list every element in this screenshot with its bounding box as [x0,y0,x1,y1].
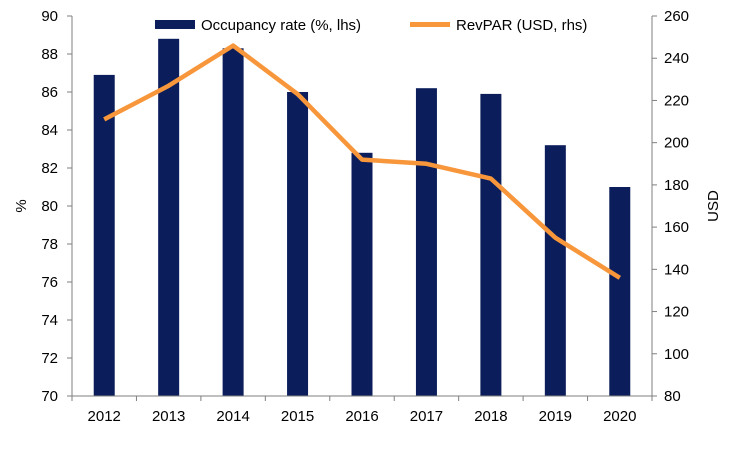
bar-2012 [93,74,115,397]
axes [67,15,657,401]
y-left-tick-label: 72 [41,350,58,367]
y-right-tick-label: 100 [664,346,689,363]
y-left-tick-label: 74 [41,312,58,329]
y-right-tick-label: 220 [664,92,689,109]
x-tick-label-2015: 2015 [281,408,314,425]
x-tick-label-2020: 2020 [603,408,636,425]
bar-2019 [544,145,566,396]
bar-2017 [415,88,437,396]
y-right-tick-label: 240 [664,50,689,67]
y-left-tick-label: 84 [41,122,58,139]
bar-2018 [480,93,502,397]
y-left-tick-label: 88 [41,46,58,63]
y-left-tick-label: 70 [41,388,58,405]
x-tick-label-2018: 2018 [474,408,507,425]
y-left-tick-label: 76 [41,274,58,291]
x-tick-label-2012: 2012 [88,408,121,425]
x-tick-label-2016: 2016 [345,408,378,425]
legend-label-occupancy: Occupancy rate (%, lhs) [201,17,361,34]
bar-2020 [609,187,631,396]
tick-labels: 70 72 74 76 78 80 82 84 86 88 90 80 100 120 140 160 180 2… [41,8,689,425]
y-left-tick-label: 86 [41,84,58,101]
y-left-tick-label: 80 [41,198,58,215]
occupancy-bars [93,38,631,397]
y-right-tick-label: 260 [664,8,689,25]
y-right-tick-label: 120 [664,304,689,321]
legend-label-revpar: RevPAR (USD, rhs) [456,17,587,34]
y-left-tick-label: 78 [41,236,58,253]
x-tick-label-2019: 2019 [539,408,572,425]
y-right-tick-label: 140 [664,261,689,278]
x-tick-label-2014: 2014 [216,408,249,425]
bar-2015 [287,92,309,396]
y-right-axis-label: USD [705,190,722,222]
bar-2014 [222,48,244,397]
legend-swatch-occupancy [155,20,195,29]
x-tick-label-2013: 2013 [152,408,185,425]
revpar-line-series [103,43,621,280]
bar-2013 [158,38,180,397]
y-right-tick-label: 80 [664,388,681,405]
y-right-tick-label: 180 [664,177,689,194]
y-left-tick-label: 90 [41,8,58,25]
x-tick-label-2017: 2017 [410,408,443,425]
bar-2016 [351,152,373,396]
y-right-tick-label: 160 [664,219,689,236]
y-left-tick-label: 82 [41,160,58,177]
y-right-tick-label: 200 [664,135,689,152]
legend: Occupancy rate (%, lhs) RevPAR (USD, rhs… [155,17,587,34]
y-left-axis-label: % [13,199,30,212]
